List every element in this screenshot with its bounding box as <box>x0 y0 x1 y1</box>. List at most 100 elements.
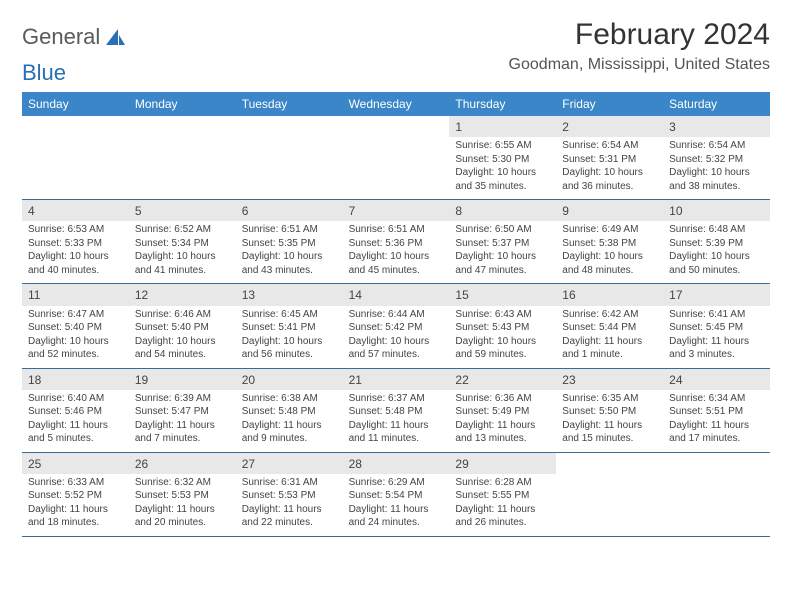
day-number: 23 <box>556 369 663 390</box>
sunrise-text: Sunrise: 6:43 AM <box>455 308 550 322</box>
sunrise-text: Sunrise: 6:28 AM <box>455 476 550 490</box>
day-number: 4 <box>22 200 129 221</box>
day-number: 29 <box>449 453 556 474</box>
day-number: 17 <box>663 284 770 305</box>
day-cell: 13Sunrise: 6:45 AMSunset: 5:41 PMDayligh… <box>236 284 343 367</box>
day-info: Sunrise: 6:32 AMSunset: 5:53 PMDaylight:… <box>129 474 236 536</box>
sunset-text: Sunset: 5:33 PM <box>28 237 123 251</box>
sunset-text: Sunset: 5:38 PM <box>562 237 657 251</box>
day-info: Sunrise: 6:36 AMSunset: 5:49 PMDaylight:… <box>449 390 556 452</box>
sunset-text: Sunset: 5:40 PM <box>135 321 230 335</box>
sunrise-text: Sunrise: 6:33 AM <box>28 476 123 490</box>
day-number: 26 <box>129 453 236 474</box>
day-number <box>236 116 343 137</box>
day-info: Sunrise: 6:41 AMSunset: 5:45 PMDaylight:… <box>663 306 770 368</box>
weekday-sat: Saturday <box>663 92 770 116</box>
day-cell: 24Sunrise: 6:34 AMSunset: 5:51 PMDayligh… <box>663 369 770 452</box>
sunset-text: Sunset: 5:48 PM <box>349 405 444 419</box>
day-number: 24 <box>663 369 770 390</box>
day-info: Sunrise: 6:53 AMSunset: 5:33 PMDaylight:… <box>22 221 129 283</box>
sunset-text: Sunset: 5:47 PM <box>135 405 230 419</box>
sunrise-text: Sunrise: 6:37 AM <box>349 392 444 406</box>
day-info: Sunrise: 6:54 AMSunset: 5:31 PMDaylight:… <box>556 137 663 199</box>
day-cell: 1Sunrise: 6:55 AMSunset: 5:30 PMDaylight… <box>449 116 556 199</box>
sunset-text: Sunset: 5:39 PM <box>669 237 764 251</box>
sunrise-text: Sunrise: 6:52 AM <box>135 223 230 237</box>
sunset-text: Sunset: 5:35 PM <box>242 237 337 251</box>
day-number: 14 <box>343 284 450 305</box>
day-cell: 19Sunrise: 6:39 AMSunset: 5:47 PMDayligh… <box>129 369 236 452</box>
sunset-text: Sunset: 5:36 PM <box>349 237 444 251</box>
sunset-text: Sunset: 5:41 PM <box>242 321 337 335</box>
day-info: Sunrise: 6:38 AMSunset: 5:48 PMDaylight:… <box>236 390 343 452</box>
day-cell <box>236 116 343 199</box>
weekday-fri: Friday <box>556 92 663 116</box>
daylight-text: Daylight: 11 hours and 13 minutes. <box>455 419 550 446</box>
daylight-text: Daylight: 11 hours and 7 minutes. <box>135 419 230 446</box>
sunset-text: Sunset: 5:50 PM <box>562 405 657 419</box>
day-number: 16 <box>556 284 663 305</box>
day-cell <box>556 453 663 536</box>
day-number: 22 <box>449 369 556 390</box>
sunrise-text: Sunrise: 6:31 AM <box>242 476 337 490</box>
sunrise-text: Sunrise: 6:49 AM <box>562 223 657 237</box>
day-info: Sunrise: 6:28 AMSunset: 5:55 PMDaylight:… <box>449 474 556 536</box>
daylight-text: Daylight: 11 hours and 15 minutes. <box>562 419 657 446</box>
day-info: Sunrise: 6:44 AMSunset: 5:42 PMDaylight:… <box>343 306 450 368</box>
day-number: 2 <box>556 116 663 137</box>
day-cell: 25Sunrise: 6:33 AMSunset: 5:52 PMDayligh… <box>22 453 129 536</box>
daylight-text: Daylight: 11 hours and 24 minutes. <box>349 503 444 530</box>
day-cell: 26Sunrise: 6:32 AMSunset: 5:53 PMDayligh… <box>129 453 236 536</box>
day-info: Sunrise: 6:33 AMSunset: 5:52 PMDaylight:… <box>22 474 129 536</box>
day-info: Sunrise: 6:43 AMSunset: 5:43 PMDaylight:… <box>449 306 556 368</box>
day-number: 6 <box>236 200 343 221</box>
sunset-text: Sunset: 5:46 PM <box>28 405 123 419</box>
day-info: Sunrise: 6:51 AMSunset: 5:36 PMDaylight:… <box>343 221 450 283</box>
day-info: Sunrise: 6:29 AMSunset: 5:54 PMDaylight:… <box>343 474 450 536</box>
day-cell: 7Sunrise: 6:51 AMSunset: 5:36 PMDaylight… <box>343 200 450 283</box>
sunrise-text: Sunrise: 6:40 AM <box>28 392 123 406</box>
sunrise-text: Sunrise: 6:44 AM <box>349 308 444 322</box>
sunrise-text: Sunrise: 6:51 AM <box>349 223 444 237</box>
day-cell: 11Sunrise: 6:47 AMSunset: 5:40 PMDayligh… <box>22 284 129 367</box>
daylight-text: Daylight: 10 hours and 36 minutes. <box>562 166 657 193</box>
day-number <box>129 116 236 137</box>
sunset-text: Sunset: 5:53 PM <box>242 489 337 503</box>
day-info: Sunrise: 6:49 AMSunset: 5:38 PMDaylight:… <box>556 221 663 283</box>
daylight-text: Daylight: 11 hours and 1 minute. <box>562 335 657 362</box>
daylight-text: Daylight: 11 hours and 20 minutes. <box>135 503 230 530</box>
sunset-text: Sunset: 5:53 PM <box>135 489 230 503</box>
day-info: Sunrise: 6:31 AMSunset: 5:53 PMDaylight:… <box>236 474 343 536</box>
day-info: Sunrise: 6:48 AMSunset: 5:39 PMDaylight:… <box>663 221 770 283</box>
daylight-text: Daylight: 10 hours and 56 minutes. <box>242 335 337 362</box>
day-cell <box>343 116 450 199</box>
weekday-mon: Monday <box>129 92 236 116</box>
sunrise-text: Sunrise: 6:34 AM <box>669 392 764 406</box>
day-cell: 14Sunrise: 6:44 AMSunset: 5:42 PMDayligh… <box>343 284 450 367</box>
brand-logo: General <box>22 24 128 50</box>
sunrise-text: Sunrise: 6:54 AM <box>669 139 764 153</box>
day-cell: 5Sunrise: 6:52 AMSunset: 5:34 PMDaylight… <box>129 200 236 283</box>
sail-icon <box>104 27 126 47</box>
sunset-text: Sunset: 5:44 PM <box>562 321 657 335</box>
sunset-text: Sunset: 5:51 PM <box>669 405 764 419</box>
weekday-tue: Tuesday <box>236 92 343 116</box>
daylight-text: Daylight: 11 hours and 9 minutes. <box>242 419 337 446</box>
sunset-text: Sunset: 5:34 PM <box>135 237 230 251</box>
day-cell: 16Sunrise: 6:42 AMSunset: 5:44 PMDayligh… <box>556 284 663 367</box>
day-cell: 15Sunrise: 6:43 AMSunset: 5:43 PMDayligh… <box>449 284 556 367</box>
month-title: February 2024 <box>509 18 770 52</box>
day-cell: 9Sunrise: 6:49 AMSunset: 5:38 PMDaylight… <box>556 200 663 283</box>
week-row: 11Sunrise: 6:47 AMSunset: 5:40 PMDayligh… <box>22 284 770 368</box>
sunrise-text: Sunrise: 6:39 AM <box>135 392 230 406</box>
sunrise-text: Sunrise: 6:50 AM <box>455 223 550 237</box>
sunrise-text: Sunrise: 6:32 AM <box>135 476 230 490</box>
day-info: Sunrise: 6:35 AMSunset: 5:50 PMDaylight:… <box>556 390 663 452</box>
day-info: Sunrise: 6:50 AMSunset: 5:37 PMDaylight:… <box>449 221 556 283</box>
sunset-text: Sunset: 5:30 PM <box>455 153 550 167</box>
sunrise-text: Sunrise: 6:55 AM <box>455 139 550 153</box>
day-cell <box>663 453 770 536</box>
sunrise-text: Sunrise: 6:45 AM <box>242 308 337 322</box>
sunrise-text: Sunrise: 6:48 AM <box>669 223 764 237</box>
sunrise-text: Sunrise: 6:38 AM <box>242 392 337 406</box>
